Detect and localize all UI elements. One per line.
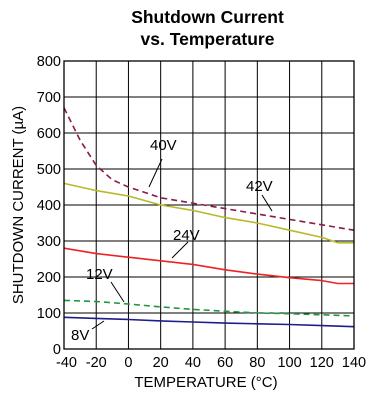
annotation-42v-label: 42V bbox=[246, 178, 273, 195]
series-line-12v bbox=[63, 299, 355, 317]
grid bbox=[64, 61, 354, 349]
annotations: 40V 42V 24V 12V 8V bbox=[71, 137, 273, 344]
series-line-42v bbox=[63, 107, 355, 231]
x-tick-label: 0 bbox=[124, 355, 132, 371]
chart-title: Shutdown Current vs. Temperature bbox=[60, 6, 355, 50]
x-tick-label: 140 bbox=[342, 355, 366, 371]
chart-title-line-2: vs. Temperature bbox=[140, 29, 275, 49]
annotation-12v-label: 12V bbox=[86, 266, 113, 283]
series-line-8v bbox=[63, 316, 355, 328]
series-line-24v bbox=[63, 247, 354, 285]
annotation-42v-pointer bbox=[261, 194, 273, 212]
y-tick-label: 600 bbox=[37, 126, 61, 142]
y-tick-label: 200 bbox=[37, 270, 61, 286]
x-tick-label: -20 bbox=[86, 355, 107, 371]
series-layer bbox=[63, 107, 355, 328]
chart-title-line-1: Shutdown Current bbox=[131, 7, 284, 27]
annotation-8v-pointer bbox=[91, 320, 105, 330]
annotation-24v-pointer bbox=[171, 241, 189, 259]
annotation-24v-label: 24V bbox=[173, 227, 200, 244]
annotation-40v-pointer bbox=[148, 158, 163, 188]
y-tick-label: 400 bbox=[37, 198, 61, 214]
y-tick-label: 500 bbox=[37, 162, 61, 178]
x-tick-label: 60 bbox=[217, 355, 233, 371]
x-tick-label: 40 bbox=[185, 355, 201, 371]
x-axis-label: TEMPERATURE (°C) bbox=[134, 374, 277, 391]
annotation-40v-label: 40V bbox=[150, 137, 177, 154]
x-tick-label: 100 bbox=[277, 355, 301, 371]
x-tick-label: -40 bbox=[56, 355, 77, 371]
plot-frame bbox=[63, 60, 355, 350]
y-tick-label: 700 bbox=[37, 90, 61, 106]
annotation-12v-pointer bbox=[110, 281, 125, 303]
series-line-40v bbox=[63, 182, 354, 244]
y-tick-label: 300 bbox=[37, 234, 61, 250]
y-axis-label: SHUTDOWN CURRENT (µA) bbox=[10, 106, 27, 304]
x-tick-label: 120 bbox=[310, 355, 334, 371]
x-tick-label: 80 bbox=[249, 355, 265, 371]
y-tick-label: 0 bbox=[53, 342, 61, 358]
y-tick-label: 800 bbox=[37, 54, 61, 70]
x-tick-label: 20 bbox=[153, 355, 169, 371]
tick-labels: -40 -20 0 20 40 60 80 100 120 140 0 100 200 300 400 500… bbox=[37, 54, 366, 371]
annotation-8v-label: 8V bbox=[71, 327, 89, 344]
y-tick-label: 100 bbox=[37, 306, 61, 322]
